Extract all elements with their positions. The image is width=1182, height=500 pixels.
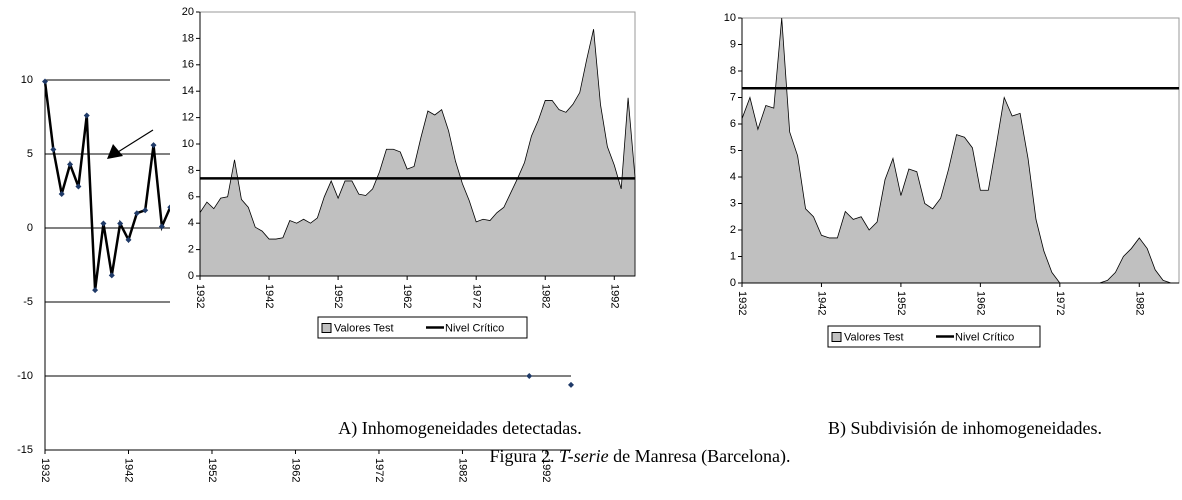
y-tick-label: 14 <box>182 85 194 97</box>
legend-label: Nivel Crítico <box>445 322 504 334</box>
data-point <box>108 272 115 279</box>
caption-a: A) Inhomogeneidades detectadas. <box>338 418 581 439</box>
arrow-shaft <box>117 129 154 153</box>
x-tick-label: 1932 <box>736 291 748 315</box>
caption-part: de Manresa (Barcelona). <box>609 446 791 467</box>
y-tick-label: 7 <box>730 91 736 103</box>
x-tick-label: 1992 <box>608 284 620 308</box>
legend-label: Nivel Crítico <box>955 331 1014 343</box>
data-point <box>83 112 90 119</box>
y-tick-label: 8 <box>730 65 736 77</box>
y-tick-label: 3 <box>730 197 736 209</box>
data-point <box>150 142 157 149</box>
y-tick-label: 10 <box>724 12 736 24</box>
y-tick-label: 16 <box>182 59 194 71</box>
data-point <box>75 183 82 190</box>
area <box>199 29 636 277</box>
x-tick-label: 1942 <box>123 458 135 482</box>
arrow-head <box>107 144 123 159</box>
x-tick-label: 1982 <box>457 458 469 482</box>
x-tick-label: 1952 <box>332 284 344 308</box>
data-point <box>42 78 48 85</box>
x-tick-label: 1962 <box>974 291 986 315</box>
x-tick-label: 1992 <box>540 458 552 482</box>
x-tick-label: 1982 <box>1133 291 1145 315</box>
x-tick-label: 1982 <box>539 284 551 308</box>
x-tick-label: 1972 <box>470 284 482 308</box>
x-tick-label: 1952 <box>206 458 218 482</box>
y-tick-label: 2 <box>188 244 194 256</box>
caption-part: Figura 2. <box>489 446 559 466</box>
data-point <box>526 373 533 379</box>
legend-label: Valores Test <box>844 331 904 343</box>
x-tick-label: 1962 <box>401 284 413 308</box>
data-point <box>50 146 57 153</box>
x-tick-label: 1942 <box>816 291 828 315</box>
data-point <box>58 190 65 197</box>
y-tick-label: -15 <box>17 444 33 456</box>
y-tick-label: -5 <box>23 296 33 308</box>
y-tick-label: 0 <box>27 222 33 234</box>
y-tick-label: 18 <box>182 32 194 44</box>
figure-caption: Figura 2. T-serie de Manresa (Barcelona)… <box>489 446 790 467</box>
y-tick-label: 12 <box>182 112 194 124</box>
data-point <box>100 220 107 227</box>
data-point <box>158 223 165 230</box>
legend-box <box>317 316 528 339</box>
x-tick-label: 1972 <box>373 458 385 482</box>
y-tick-label: -10 <box>17 370 33 382</box>
caption-part: T-serie <box>559 446 609 466</box>
x-tick-label: 1932 <box>39 458 51 482</box>
data-point <box>568 381 574 388</box>
x-tick-label: 1952 <box>895 291 907 315</box>
data-point <box>67 161 74 168</box>
caption-b: B) Subdivisión de inhomogeneidades. <box>828 418 1102 439</box>
data-point <box>125 236 132 243</box>
legend-swatch <box>321 323 332 333</box>
y-tick-label: 6 <box>730 118 736 130</box>
area <box>741 17 1179 284</box>
y-tick-label: 10 <box>21 74 33 86</box>
legend-swatch <box>831 332 842 342</box>
y-tick-label: 4 <box>188 217 194 229</box>
x-tick-label: 1962 <box>290 458 302 482</box>
data-point <box>133 210 140 217</box>
y-tick-label: 1 <box>730 250 736 262</box>
y-tick-label: 8 <box>188 164 194 176</box>
y-tick-label: 9 <box>730 38 736 50</box>
x-tick-label: 1942 <box>263 284 275 308</box>
legend-box <box>827 325 1041 348</box>
legend-label: Valores Test <box>334 322 394 334</box>
data-point <box>117 220 124 227</box>
y-tick-label: 10 <box>182 138 194 150</box>
x-tick-label: 1972 <box>1054 291 1066 315</box>
y-tick-label: 0 <box>188 270 194 282</box>
data-point <box>92 287 99 294</box>
y-tick-label: 0 <box>730 277 736 289</box>
y-tick-label: 4 <box>730 171 736 183</box>
y-tick-label: 20 <box>182 6 194 18</box>
y-tick-label: 2 <box>730 224 736 236</box>
y-tick-label: 6 <box>188 191 194 203</box>
y-tick-label: 5 <box>730 144 736 156</box>
y-tick-label: 5 <box>27 148 33 160</box>
x-tick-label: 1932 <box>194 284 206 308</box>
data-point <box>142 207 149 214</box>
